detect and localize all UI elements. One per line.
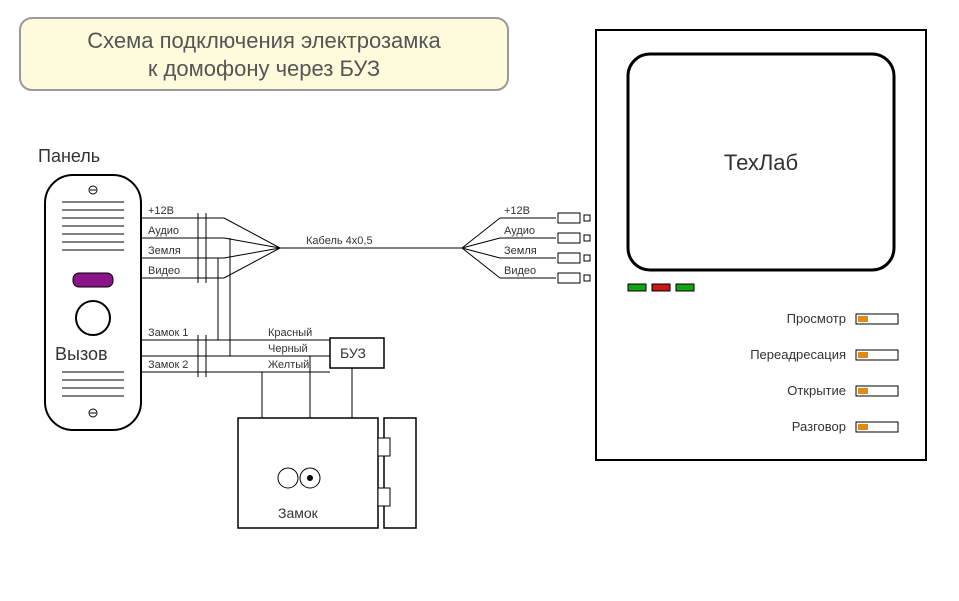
wire-label-ground-right: Земля	[504, 245, 537, 257]
wire-label-ground-left: Земля	[148, 245, 181, 257]
buz-label: БУЗ	[340, 345, 366, 361]
call-label: Вызов	[55, 344, 108, 364]
led-red	[652, 284, 670, 291]
lock-keyhole-1	[278, 468, 298, 488]
wire-label-12v-left: +12В	[148, 205, 174, 217]
wire-color-red: Красный	[268, 327, 312, 339]
monitor-brand: ТехЛаб	[724, 150, 798, 175]
wire-label-audio-left: Аудио	[148, 225, 179, 237]
wire-label-lock2: Замок 2	[148, 359, 188, 371]
title-line2: к домофону через БУЗ	[148, 56, 380, 81]
wire-color-black: Черный	[268, 343, 308, 355]
monitor-terminals	[558, 213, 590, 283]
lock-strike-plate	[384, 418, 416, 528]
call-button	[76, 301, 110, 335]
wiring-diagram: Схема подключения электрозамка к домофон…	[0, 0, 959, 601]
cable-label: Кабель 4х0,5	[306, 235, 373, 247]
title-line1: Схема подключения электрозамка	[87, 28, 441, 53]
wire-label-12v-right: +12В	[504, 205, 530, 217]
led-green-2	[676, 284, 694, 291]
btn-label-view: Просмотр	[787, 311, 846, 326]
wire-label-lock1: Замок 1	[148, 327, 188, 339]
wire-label-video-left: Видео	[148, 265, 180, 277]
led-green-1	[628, 284, 646, 291]
wire-label-audio-right: Аудио	[504, 225, 535, 237]
btn-label-open: Открытие	[787, 383, 846, 398]
panel-label: Панель	[38, 146, 100, 166]
btn-label-talk: Разговор	[792, 419, 846, 434]
lock-label: Замок	[278, 505, 319, 521]
lock-keydot	[307, 475, 313, 481]
wire-label-video-right: Видео	[504, 265, 536, 277]
wire-color-yellow: Желтый	[268, 359, 309, 371]
btn-label-redirect: Переадресация	[750, 347, 846, 362]
camera-lens	[73, 273, 113, 287]
